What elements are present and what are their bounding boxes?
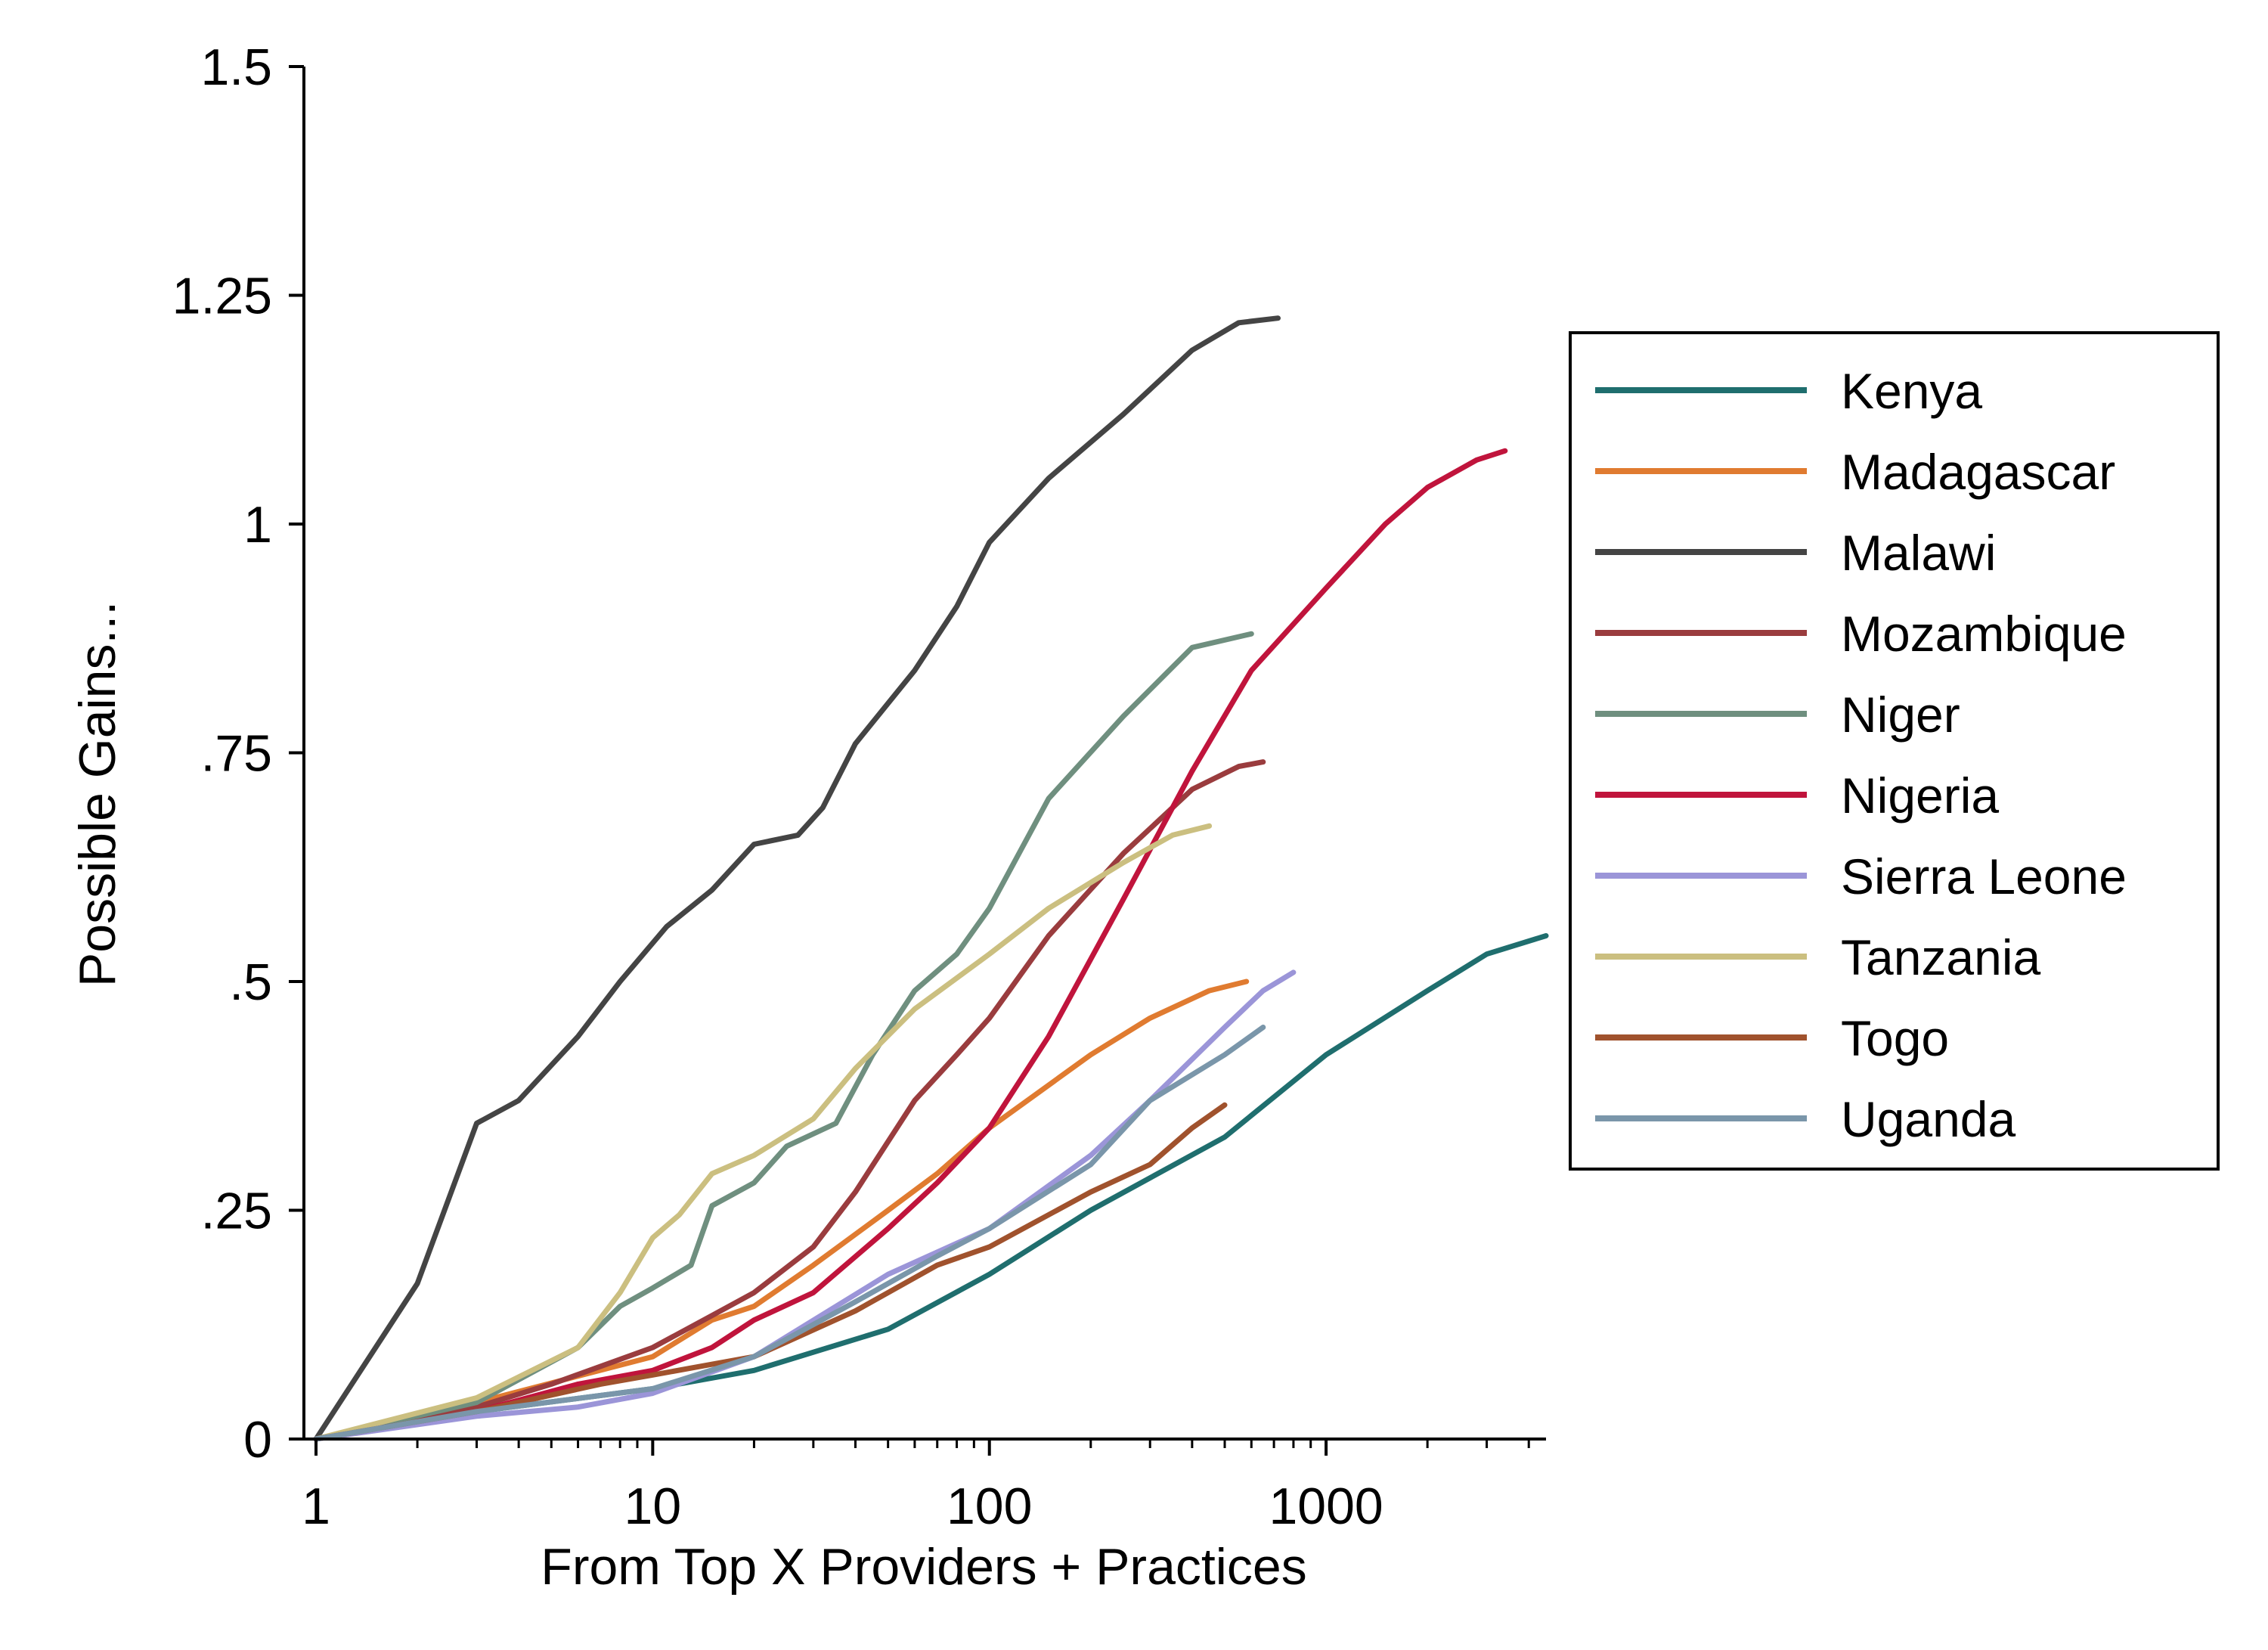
legend-label: Kenya — [1841, 363, 1982, 419]
y-tick-label: .75 — [200, 725, 272, 783]
x-tick-label: 10 — [624, 1478, 682, 1535]
series-line-malawi — [313, 315, 1281, 1442]
y-tick-label: .25 — [200, 1183, 272, 1240]
series-line-nigeria — [313, 448, 1508, 1442]
legend-label: Sierra Leone — [1841, 848, 2127, 904]
y-axis-label: Possible Gains... — [69, 601, 126, 987]
x-ticks: 1 10 100 1000 — [302, 1439, 1530, 1535]
legend-label: Madagascar — [1841, 444, 2115, 500]
series-line-sierra-leone — [313, 969, 1297, 1442]
legend-label: Nigeria — [1841, 768, 1999, 823]
series-line-madagascar — [313, 979, 1250, 1442]
y-tick-label: 1 — [243, 496, 272, 554]
legend-label: Tanzania — [1841, 929, 2040, 985]
legend-label: Malawi — [1841, 525, 1996, 581]
legend-label: Togo — [1841, 1010, 1949, 1066]
x-tick-label: 100 — [947, 1478, 1032, 1535]
legend: Kenya Madagascar Malawi Mozambique Niger Nige… — [1569, 331, 2220, 1171]
y-tick-label: .5 — [229, 954, 272, 1011]
y-tick-label: 1.5 — [200, 39, 272, 96]
x-axis-label: From Top X Providers + Practices — [541, 1538, 1306, 1596]
legend-label: Niger — [1841, 687, 1960, 743]
series-line-togo — [313, 1102, 1228, 1442]
y-ticks: 0 .25 .5 .75 1 1.25 1.5 — [172, 39, 304, 1469]
legend-label: Uganda — [1841, 1091, 2015, 1147]
legend-items: Kenya Madagascar Malawi Mozambique Niger Nige… — [1595, 363, 2127, 1147]
plot-lines — [313, 315, 1549, 1442]
series-line-tanzania — [313, 823, 1213, 1442]
series-line-uganda — [313, 1025, 1266, 1442]
series-line-niger — [313, 631, 1254, 1442]
series-line-mozambique — [313, 759, 1266, 1442]
legend-label: Mozambique — [1841, 606, 2127, 662]
y-tick-label: 1.25 — [172, 268, 272, 325]
x-tick-label: 1000 — [1269, 1478, 1383, 1535]
y-tick-label: 0 — [243, 1411, 272, 1469]
x-tick-label: 1 — [302, 1478, 330, 1535]
